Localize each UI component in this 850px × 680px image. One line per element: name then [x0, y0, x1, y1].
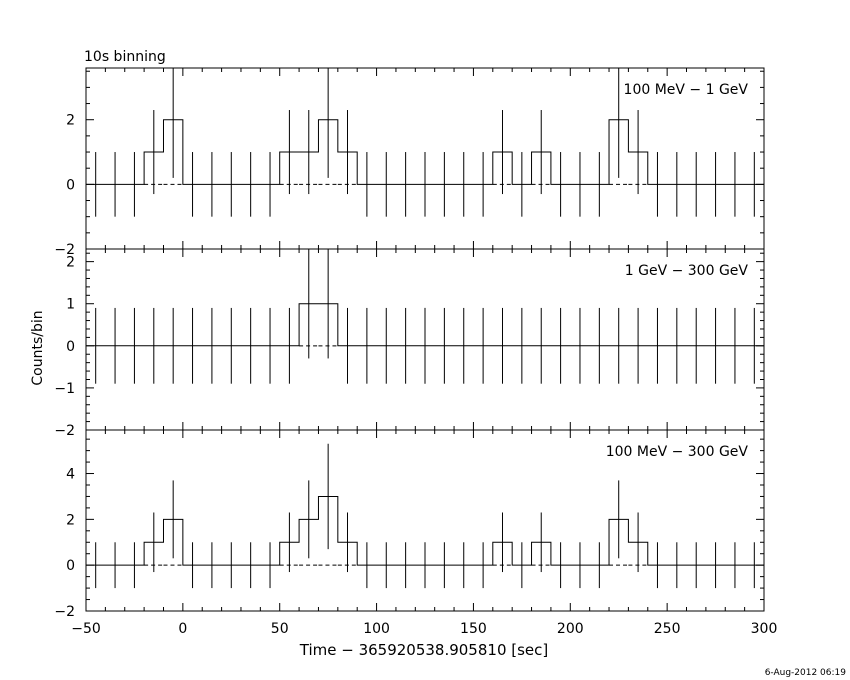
x-tick-label: 150 [460, 621, 487, 637]
y-tick-label: 0 [66, 558, 75, 574]
energy-band-label: 100 MeV − 1 GeV [624, 82, 749, 98]
y-tick-label: 2 [66, 512, 75, 528]
y-tick-label: 0 [66, 339, 75, 355]
panels: −2 0 2 100 MeV − 1 GeV −2 −1 0 1 2 1 GeV − 300 Ge… [54, 67, 778, 637]
y-tick-label: −2 [54, 604, 75, 620]
step-histogram [86, 495, 764, 566]
x-axis-label: Time − 365920538.905810 [sec] [299, 641, 549, 659]
y-axis-label: Counts/bin [30, 310, 46, 385]
binning-title: 10s binning [84, 49, 166, 65]
x-tick-label: 50 [271, 621, 289, 637]
x-tick-label: −50 [71, 621, 101, 637]
energy-band-label: 100 MeV − 300 GeV [606, 444, 749, 460]
energy-band-label: 1 GeV − 300 GeV [625, 263, 749, 279]
y-tick-label: 2 [66, 113, 75, 129]
y-tick-label: −2 [54, 242, 75, 258]
x-tick-label: 300 [751, 621, 778, 637]
panel-1: −2 0 2 100 MeV − 1 GeV [54, 67, 765, 258]
x-tick-label: 100 [363, 621, 390, 637]
x-tick-label: 250 [654, 621, 681, 637]
y-tick-label: 4 [66, 467, 75, 483]
panel-2: −2 −1 0 1 2 1 GeV − 300 GeV [54, 248, 765, 439]
y-tick-label: 1 [66, 297, 75, 313]
panel-3: −2 0 2 4 100 MeV − 300 GeV [54, 429, 765, 620]
x-tick-label: 200 [557, 621, 584, 637]
y-tick-label: 2 [66, 255, 75, 271]
timestamp: 6-Aug-2012 06:19 [765, 668, 847, 678]
y-tick-label: −2 [54, 423, 75, 439]
y-tick-label: −1 [54, 381, 75, 397]
x-tick-label: 0 [178, 621, 187, 637]
plot-frame [85, 429, 765, 612]
y-tick-label: 0 [66, 177, 75, 193]
